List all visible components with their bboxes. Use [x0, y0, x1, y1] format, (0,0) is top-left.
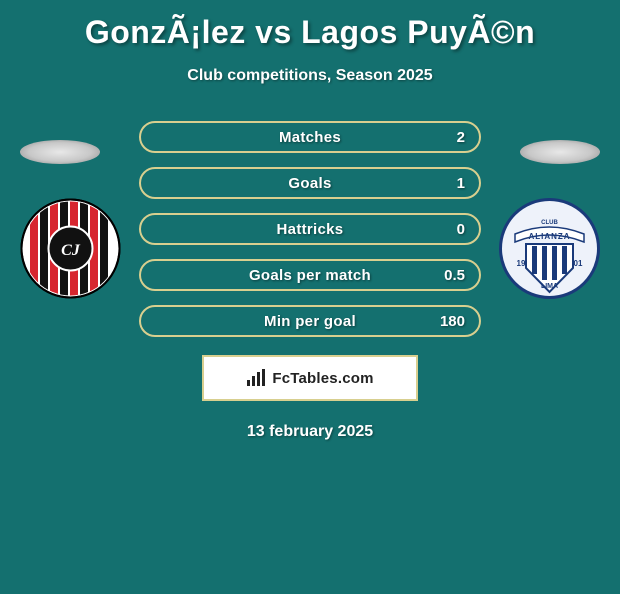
stat-label: Goals — [288, 175, 331, 192]
stat-row: Hattricks 0 — [139, 213, 481, 245]
stat-row: Matches 2 — [139, 121, 481, 153]
subtitle: Club competitions, Season 2025 — [0, 67, 620, 85]
stat-value-right: 0.5 — [444, 267, 465, 284]
stat-value-right: 2 — [457, 129, 465, 146]
stat-label: Goals per match — [249, 267, 371, 284]
stat-value-right: 1 — [457, 175, 465, 192]
page-title: GonzÃ¡lez vs Lagos PuyÃ©n — [0, 14, 620, 51]
date-label: 13 february 2025 — [0, 423, 620, 441]
stat-row: Min per goal 180 — [139, 305, 481, 337]
stat-label: Min per goal — [264, 313, 356, 330]
stat-row: Goals per match 0.5 — [139, 259, 481, 291]
alianza-lima-crest-icon: ALIANZA CLUB LIMA 19 01 — [499, 198, 600, 299]
right-club-crest: ALIANZA CLUB LIMA 19 01 — [499, 198, 600, 299]
bar-chart-icon — [246, 369, 266, 387]
svg-text:LIMA: LIMA — [541, 283, 558, 290]
right-marker-ellipse — [520, 140, 600, 164]
svg-text:19: 19 — [517, 259, 526, 268]
fctables-badge: FcTables.com — [202, 355, 418, 401]
stat-row: Goals 1 — [139, 167, 481, 199]
fctables-label: FcTables.com — [272, 370, 373, 387]
svg-text:ALIANZA: ALIANZA — [528, 232, 570, 241]
stat-value-right: 0 — [457, 221, 465, 238]
svg-text:01: 01 — [574, 259, 583, 268]
stat-label: Hattricks — [277, 221, 344, 238]
stat-label: Matches — [279, 129, 341, 146]
svg-text:CJ: CJ — [61, 242, 81, 259]
chacarita-crest-icon: CJ — [20, 198, 121, 299]
left-club-crest: CJ — [20, 198, 121, 299]
left-marker-ellipse — [20, 140, 100, 164]
stat-value-right: 180 — [440, 313, 465, 330]
svg-text:CLUB: CLUB — [541, 220, 558, 226]
